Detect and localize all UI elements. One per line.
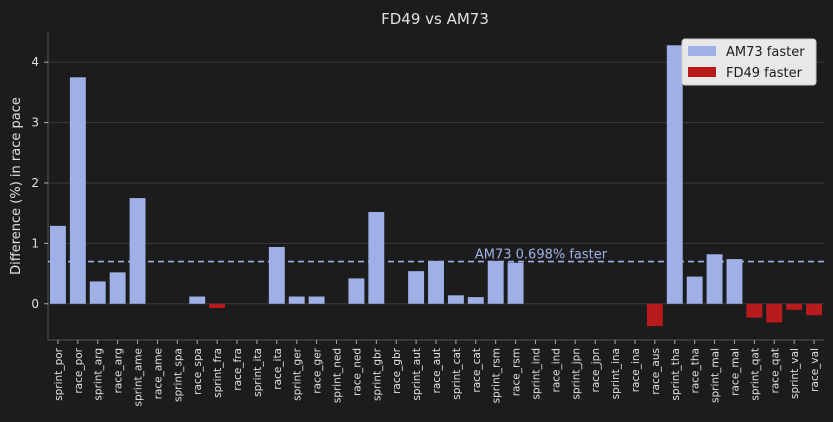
x-tick-label-race_arg: race_arg bbox=[113, 348, 125, 393]
bar-sprint_qat bbox=[746, 303, 763, 318]
bar-race_mal bbox=[726, 259, 743, 304]
x-tick-label-sprint_cat: sprint_cat bbox=[451, 348, 463, 400]
x-tick-label-race_ame: race_ame bbox=[152, 348, 164, 399]
bar-race_qat bbox=[766, 303, 783, 323]
bar-sprint_gbr bbox=[368, 211, 385, 304]
bar-race_tha bbox=[686, 276, 703, 304]
x-tick-label-race_qat: race_qat bbox=[769, 348, 781, 393]
bar-sprint_fra bbox=[209, 303, 226, 308]
x-tick-label-race_spa: race_spa bbox=[192, 348, 204, 395]
y-axis-ticks: 0 1 2 3 4 bbox=[31, 55, 48, 311]
x-tick-label-sprint_ita: sprint_ita bbox=[252, 348, 264, 397]
reference-line-group: AM73 0.698% faster bbox=[48, 248, 824, 263]
y-axis-label: Difference (%) in race pace bbox=[9, 97, 24, 275]
legend: AM73 faster FD49 faster bbox=[681, 38, 817, 86]
bar-sprint_arg bbox=[89, 281, 106, 304]
x-tick-label-race_rsm: race_rsm bbox=[511, 348, 523, 396]
bar-sprint_rsm bbox=[487, 260, 504, 304]
x-tick-label-race_aus: race_aus bbox=[650, 348, 662, 395]
bars bbox=[49, 45, 823, 327]
x-tick-label-race_val: race_val bbox=[809, 348, 821, 392]
x-tick-label-race_ned: race_ned bbox=[351, 348, 363, 396]
legend-label-am73: AM73 faster bbox=[726, 45, 805, 60]
x-tick-label-sprint_rsm: sprint_rsm bbox=[491, 348, 503, 403]
y-tick-label: 0 bbox=[31, 297, 39, 311]
x-tick-label-sprint_fra: sprint_fra bbox=[212, 348, 224, 398]
bar-sprint_aut bbox=[408, 271, 425, 304]
legend-label-fd49: FD49 faster bbox=[726, 66, 803, 81]
bar-race_rsm bbox=[507, 262, 524, 304]
bar-race_arg bbox=[109, 272, 126, 304]
x-tick-label-sprint_jpn: sprint_jpn bbox=[570, 348, 582, 400]
x-tick-label-sprint_ina: sprint_ina bbox=[610, 348, 622, 399]
bar-race_val bbox=[806, 303, 823, 316]
x-tick-label-sprint_arg: sprint_arg bbox=[93, 348, 105, 401]
x-tick-label-race_ger: race_ger bbox=[312, 347, 324, 393]
x-tick-label-sprint_ind: sprint_ind bbox=[530, 348, 542, 400]
bar-sprint_por bbox=[49, 225, 66, 304]
x-tick-label-race_gbr: race_gbr bbox=[391, 347, 403, 394]
x-tick-label-sprint_ger: sprint_ger bbox=[292, 347, 304, 401]
bar-race_aut bbox=[428, 260, 444, 304]
x-tick-label-sprint_ame: sprint_ame bbox=[133, 348, 145, 407]
legend-swatch-am73 bbox=[688, 46, 716, 56]
x-tick-label-race_ita: race_ita bbox=[272, 348, 284, 390]
bar-sprint_ger bbox=[288, 296, 305, 304]
x-tick-label-race_ina: race_ina bbox=[630, 348, 642, 392]
y-tick-label: 2 bbox=[31, 176, 39, 190]
y-tick-label: 1 bbox=[31, 236, 39, 250]
bar-sprint_mal bbox=[706, 254, 723, 304]
x-tick-label-sprint_qat: sprint_qat bbox=[749, 348, 761, 401]
x-axis-ticks: sprint_por race_por sprint_arg race_arg spri… bbox=[53, 340, 821, 407]
bar-sprint_tha bbox=[666, 45, 683, 304]
legend-swatch-fd49 bbox=[688, 67, 716, 77]
x-tick-label-sprint_ned: sprint_ned bbox=[332, 348, 344, 403]
x-tick-label-sprint_val: sprint_val bbox=[789, 348, 801, 399]
x-tick-label-race_mal: race_mal bbox=[729, 348, 741, 396]
bar-sprint_cat bbox=[447, 295, 464, 304]
x-tick-label-race_tha: race_tha bbox=[690, 348, 702, 393]
x-tick-label-sprint_gbr: sprint_gbr bbox=[371, 347, 383, 401]
chart-title: FD49 vs AM73 bbox=[381, 10, 489, 28]
bar-race_spa bbox=[189, 296, 206, 304]
x-tick-label-race_cat: race_cat bbox=[471, 348, 483, 393]
bar-race_aus bbox=[646, 303, 663, 327]
x-tick-label-sprint_aut: sprint_aut bbox=[411, 348, 423, 401]
reference-line-label: AM73 0.698% faster bbox=[475, 248, 608, 263]
x-tick-label-sprint_por: sprint_por bbox=[53, 347, 65, 400]
bar-sprint_ame bbox=[129, 198, 146, 304]
bar-race_cat bbox=[467, 297, 484, 304]
x-tick-label-race_por: race_por bbox=[73, 347, 85, 393]
bar-race_ger bbox=[308, 296, 325, 304]
x-tick-label-race_fra: race_fra bbox=[232, 348, 244, 391]
x-tick-label-race_ind: race_ind bbox=[550, 348, 562, 392]
y-tick-label: 4 bbox=[31, 55, 39, 69]
x-tick-label-race_jpn: race_jpn bbox=[590, 348, 602, 392]
y-tick-label: 3 bbox=[31, 116, 39, 130]
bar-sprint_val bbox=[786, 303, 803, 310]
x-tick-label-sprint_mal: sprint_mal bbox=[710, 348, 722, 403]
x-tick-label-race_aut: race_aut bbox=[431, 348, 443, 393]
bar-race_ned bbox=[348, 278, 365, 304]
x-tick-label-sprint_tha: sprint_tha bbox=[670, 348, 682, 401]
x-tick-label-sprint_spa: sprint_spa bbox=[172, 348, 184, 402]
bar-race_por bbox=[69, 77, 86, 304]
bar-race_ita bbox=[268, 246, 285, 304]
